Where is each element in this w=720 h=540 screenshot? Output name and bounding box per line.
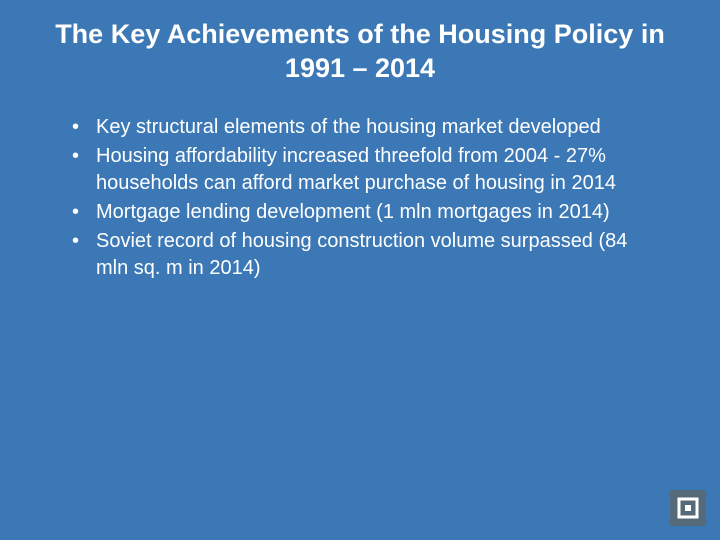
slide-title: The Key Achievements of the Housing Poli… [0,0,720,86]
list-item: Mortgage lending development (1 mln mort… [70,199,650,226]
list-item: Housing affordability increased threefol… [70,143,650,197]
bullet-list: Key structural elements of the housing m… [0,86,720,282]
list-item: Soviet record of housing construction vo… [70,228,650,282]
list-item: Key structural elements of the housing m… [70,114,650,141]
logo-icon [670,490,706,526]
